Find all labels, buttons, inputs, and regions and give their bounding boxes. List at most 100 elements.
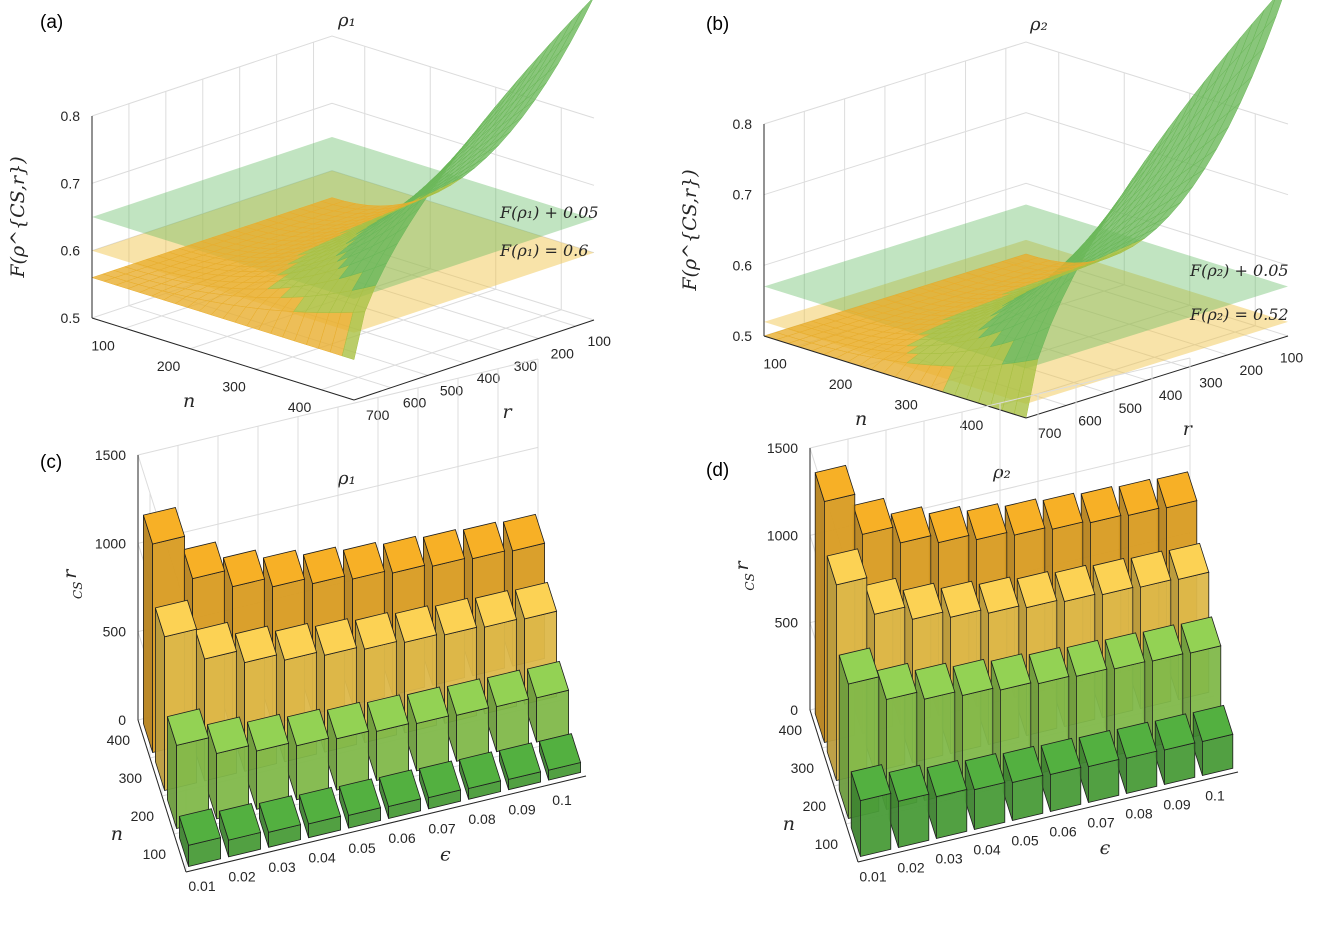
eps-tick-label: 0.06 bbox=[1049, 824, 1076, 840]
bar bbox=[936, 788, 968, 840]
surface-patch bbox=[570, 0, 593, 32]
bar-side bbox=[826, 555, 837, 781]
n-axis-line bbox=[763, 335, 1027, 419]
eps-tick-label: 0.04 bbox=[308, 849, 335, 865]
z-axis-label-sub: CS bbox=[743, 573, 757, 590]
bar-top bbox=[902, 582, 944, 620]
z-tick-label: 0.7 bbox=[733, 187, 753, 203]
bar-top bbox=[876, 662, 918, 700]
bar-top bbox=[406, 686, 450, 724]
bar-top bbox=[302, 546, 346, 585]
bar-top bbox=[246, 713, 290, 752]
r-axis-label: r bbox=[1183, 418, 1194, 440]
bar-top bbox=[926, 760, 968, 798]
z-tick-label: 0 bbox=[118, 712, 126, 728]
r-tick-label: 200 bbox=[551, 345, 575, 361]
z-tick-label: 0.5 bbox=[61, 310, 81, 326]
eps-tick-label: 0.02 bbox=[897, 860, 924, 876]
z-tick-label: 1000 bbox=[767, 527, 798, 543]
bar-top bbox=[474, 590, 518, 628]
surface-panel-a: 0.50.60.70.81002003004007006005004003002… bbox=[7, 0, 611, 423]
bar-top bbox=[1168, 542, 1210, 580]
n-tick-label: 400 bbox=[288, 399, 312, 415]
bar-top bbox=[952, 658, 994, 696]
n-tick-label: 400 bbox=[107, 732, 131, 748]
eps-tick-label: 0.04 bbox=[973, 842, 1000, 858]
bar-top bbox=[890, 506, 932, 544]
eps-tick-label: 0.1 bbox=[1205, 788, 1225, 804]
bar-top bbox=[1054, 564, 1096, 602]
eps-tick-label: 0.07 bbox=[1087, 815, 1114, 831]
eps-tick-label: 0.05 bbox=[1011, 833, 1038, 849]
z-tick-label: 500 bbox=[775, 615, 799, 631]
z-axis-label: F(ρ^{CS,r}) bbox=[679, 169, 701, 291]
panel-label-d: (d) bbox=[706, 460, 729, 481]
bar-top bbox=[274, 623, 318, 661]
z-axis-label: r bbox=[731, 559, 753, 570]
bar-top bbox=[142, 507, 186, 545]
panel-label-b: (b) bbox=[706, 14, 729, 35]
eps-axis-line bbox=[185, 775, 587, 873]
n-tick-label: 300 bbox=[894, 396, 918, 412]
bar-top bbox=[1004, 498, 1046, 536]
bar-top bbox=[418, 760, 462, 799]
eps-axis-label: ϵ bbox=[440, 843, 451, 865]
n-tick-label: 200 bbox=[829, 376, 853, 392]
z-tick-label: 1000 bbox=[95, 535, 126, 551]
n-axis-label: n bbox=[183, 390, 195, 412]
bar-top bbox=[366, 694, 410, 732]
z-tick-label: 0.5 bbox=[733, 328, 753, 344]
grid-line bbox=[91, 102, 595, 186]
plane-label: F(ρ₁) + 0.05 bbox=[499, 203, 599, 222]
eps-tick-label: 0.02 bbox=[228, 869, 255, 885]
bar-top bbox=[234, 625, 278, 664]
eps-tick-label: 0.01 bbox=[188, 878, 215, 894]
bar-top bbox=[498, 742, 542, 780]
bar-top bbox=[1002, 745, 1044, 783]
eps-tick-label: 0.01 bbox=[859, 869, 886, 885]
z-tick-label: 0.6 bbox=[733, 257, 753, 273]
r-tick-label: 100 bbox=[1280, 349, 1304, 365]
z-axis-label-sub: CS bbox=[71, 582, 85, 599]
bar-top bbox=[1078, 730, 1120, 768]
bar-top bbox=[462, 521, 506, 560]
bar-top bbox=[258, 795, 302, 833]
bar-top bbox=[966, 503, 1008, 541]
r-tick-label: 700 bbox=[1038, 425, 1062, 441]
bar-top bbox=[978, 576, 1020, 614]
bar bbox=[974, 781, 1006, 831]
panel-title-b: ρ₂ bbox=[1029, 14, 1048, 35]
bar-top bbox=[928, 506, 970, 544]
bar-top bbox=[914, 662, 956, 700]
n-tick-label: 300 bbox=[119, 770, 143, 786]
r-tick-label: 500 bbox=[1119, 400, 1143, 416]
bar bbox=[1050, 766, 1082, 813]
n-tick-label: 100 bbox=[815, 836, 839, 852]
r-tick-label: 100 bbox=[588, 333, 612, 349]
panel-title-a: ρ₁ bbox=[337, 10, 356, 31]
r-tick-label: 600 bbox=[1078, 412, 1102, 428]
bar-top bbox=[154, 599, 198, 638]
n-tick-label: 400 bbox=[779, 722, 803, 738]
eps-axis-label: ϵ bbox=[1100, 837, 1111, 859]
bar-side bbox=[142, 514, 154, 753]
bar-top bbox=[1154, 713, 1196, 751]
bar-top bbox=[194, 621, 238, 660]
bar-top bbox=[1116, 721, 1158, 759]
bar-top bbox=[382, 535, 426, 574]
bar-top bbox=[864, 577, 906, 615]
panel-title-c: ρ₁ bbox=[337, 468, 356, 489]
n-axis-line bbox=[137, 719, 187, 873]
n-tick-label: 300 bbox=[791, 760, 815, 776]
bar-top bbox=[434, 597, 478, 636]
n-axis-label: n bbox=[111, 823, 123, 845]
bar-top bbox=[326, 701, 370, 740]
z-axis-label: F(ρ^{CS,r}) bbox=[7, 156, 29, 278]
eps-tick-label: 0.1 bbox=[552, 792, 572, 808]
panel-label-c: (c) bbox=[40, 452, 62, 473]
n-tick-label: 200 bbox=[131, 808, 155, 824]
r-axis-label: r bbox=[502, 401, 513, 423]
bar-top bbox=[1180, 616, 1222, 654]
bar-top bbox=[1080, 486, 1122, 524]
bar-top bbox=[206, 716, 250, 754]
